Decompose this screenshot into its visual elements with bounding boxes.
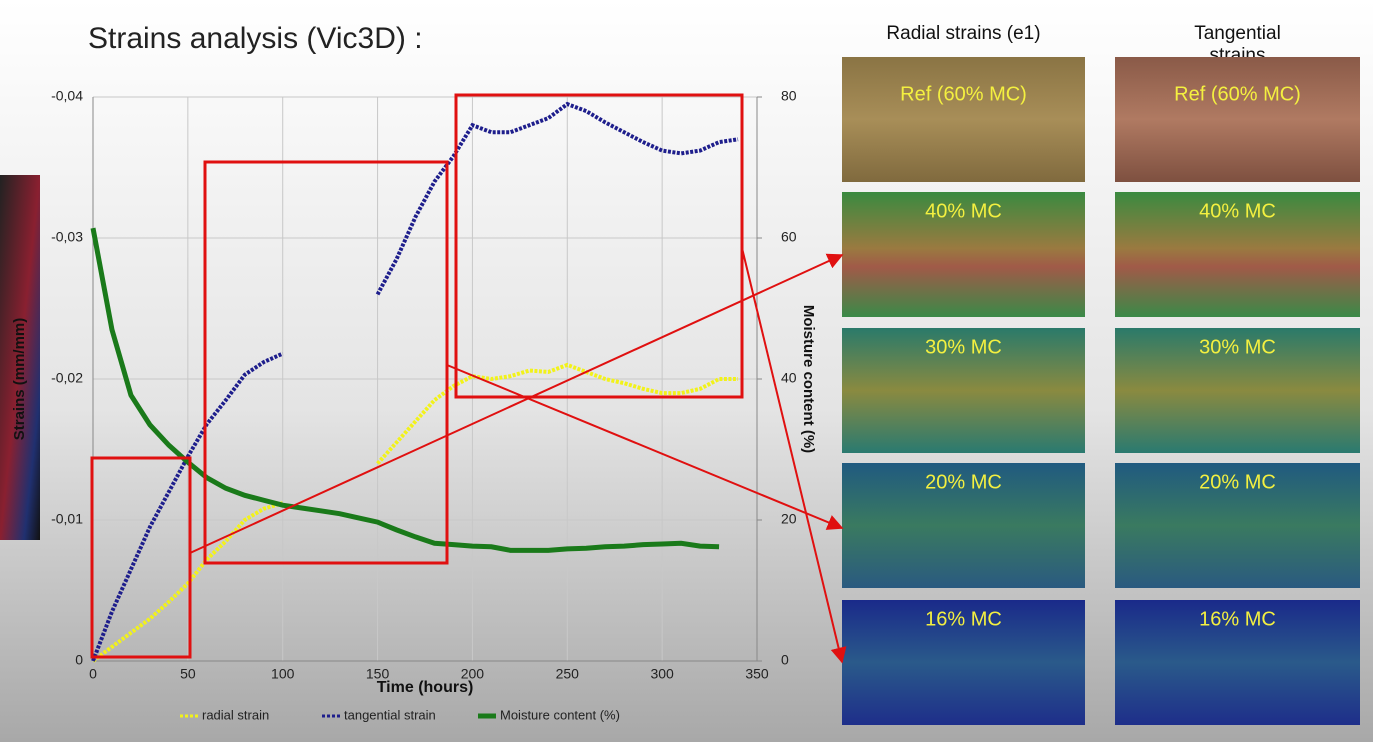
strain-image	[842, 192, 1085, 317]
y-tick-label: 0	[75, 652, 83, 668]
strain-image	[1115, 328, 1360, 453]
x-tick-label: 300	[650, 666, 674, 682]
plot: 0-0,01-0,02-0,03-0,040 50 100 150 200 250 300 3…	[11, 88, 817, 723]
image-label: 16% MC	[925, 608, 1002, 630]
y2-tick-label: 80	[781, 88, 797, 104]
y-tick-label: -0,04	[51, 88, 83, 104]
series-line	[91, 362, 739, 663]
strain-image	[1115, 57, 1360, 182]
x-tick-label: 250	[556, 666, 580, 682]
image-label: Ref (60% MC)	[900, 83, 1027, 105]
strain-image	[842, 328, 1085, 453]
y2-tick-label: 20	[781, 511, 797, 527]
image-label: 30% MC	[925, 336, 1002, 358]
x-tick-label: 200	[461, 666, 485, 682]
image-label: 20% MC	[1199, 471, 1276, 493]
slide-title: Strains analysis (Vic3D) :	[88, 22, 423, 55]
highlight-box	[454, 93, 744, 399]
legend-label: radial strain	[202, 707, 269, 722]
image-label: 16% MC	[1199, 608, 1276, 630]
y-tick-label: -0,01	[51, 511, 83, 527]
y-axis-label: Strains (mm/mm)	[11, 318, 28, 441]
x-tick-label: 350	[745, 666, 769, 682]
y2-tick-label: 40	[781, 370, 797, 386]
legend-label: Moisture content (%)	[500, 707, 620, 722]
strain-image	[1115, 463, 1360, 588]
y2-tick-label: 60	[781, 229, 797, 245]
arrow	[189, 253, 844, 554]
series-line	[90, 227, 720, 553]
highlight-box	[203, 160, 449, 565]
arrow	[741, 247, 847, 664]
x-tick-label: 100	[271, 666, 295, 682]
image-label: 30% MC	[1199, 336, 1276, 358]
legend-label: tangential strain	[344, 707, 436, 722]
image-label: 20% MC	[925, 471, 1002, 493]
y-tick-label: -0,03	[51, 229, 83, 245]
strain-image	[842, 463, 1085, 588]
strain-image	[1115, 192, 1360, 317]
arrows	[189, 247, 847, 664]
highlight-box	[90, 456, 192, 659]
x-tick-label: 50	[180, 666, 196, 682]
strain-image	[1115, 600, 1360, 725]
strain-image	[842, 600, 1085, 725]
arrow	[446, 364, 844, 530]
x-tick-label: 0	[89, 666, 97, 682]
photo-strip	[0, 175, 40, 540]
column-header: Radial strains (e1)	[886, 23, 1040, 44]
x-tick-label: 150	[366, 666, 390, 682]
highlight-boxes	[90, 93, 744, 659]
y-tick-label: -0,02	[51, 370, 83, 386]
x-axis-label: Time (hours)	[377, 679, 474, 696]
image-label: Ref (60% MC)	[1174, 83, 1301, 105]
image-label: 40% MC	[1199, 200, 1276, 222]
y2-tick-label: 0	[781, 652, 789, 668]
image-grid: Radial strains (e1)Tangentialstrains(e2)…	[842, 23, 1360, 725]
strain-image	[842, 57, 1085, 182]
image-label: 40% MC	[925, 200, 1002, 222]
y2-axis-label: Moisture content (%)	[800, 305, 817, 453]
